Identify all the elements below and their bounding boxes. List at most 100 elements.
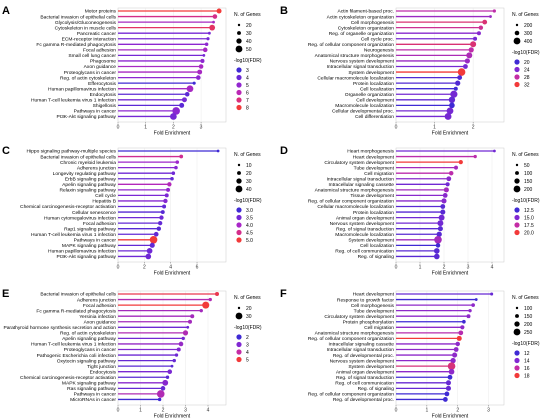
- lollipop-point: [179, 154, 184, 159]
- term-label: Apelin signaling pathway: [62, 336, 116, 342]
- lollipop-point: [182, 330, 189, 336]
- term-label: Adherens junction: [77, 297, 116, 303]
- term-label: Protein phosphorylation: [343, 319, 395, 325]
- lollipop-point: [440, 204, 446, 209]
- lollipop-point: [175, 160, 180, 164]
- lollipop-point: [212, 20, 215, 24]
- term-label: Actin cytoskeleton organization: [327, 14, 395, 20]
- lollipop-point: [445, 380, 451, 386]
- term-label: Reg. of signaling: [358, 386, 395, 392]
- term-label: Reg. of signal transduction: [336, 226, 394, 232]
- tick-label: 1: [144, 125, 147, 131]
- term-label: Protein localization: [353, 81, 394, 87]
- panel-letter: C: [2, 145, 10, 157]
- size-legend-title: N. of Genes: [234, 152, 261, 158]
- color-legend-title: -log10(FDR): [512, 198, 540, 204]
- color-legend-label: 20: [524, 60, 530, 66]
- tick-label: 3: [487, 408, 490, 414]
- size-legend-dot: [514, 321, 520, 327]
- lollipop-point: [199, 308, 203, 313]
- tick-label: 2: [472, 125, 475, 131]
- size-legend-label: 30: [246, 314, 252, 320]
- term-label: Cell migration: [364, 325, 394, 331]
- color-legend-dot: [236, 356, 242, 363]
- lollipop-point: [489, 15, 492, 18]
- lollipop-point: [181, 336, 185, 341]
- lollipop-point: [174, 165, 178, 170]
- x-axis-label: Fold Enrichment: [154, 414, 191, 419]
- color-legend-label: 7: [246, 98, 249, 104]
- lollipop-point: [441, 198, 447, 204]
- color-legend-label: 12.5: [524, 208, 534, 214]
- lollipop-point: [190, 314, 195, 319]
- lollipop-point: [436, 231, 442, 237]
- lollipop-point: [468, 47, 474, 53]
- lollipop-point: [146, 248, 153, 254]
- lollipop-point: [160, 210, 165, 215]
- term-label: Cell development: [356, 98, 394, 104]
- lollipop-point: [442, 397, 448, 402]
- lollipop-point: [448, 96, 456, 104]
- term-label: Reg. of actin cytoskeleton: [60, 331, 116, 337]
- lollipop-point: [453, 347, 459, 352]
- term-label: Tight junction: [87, 364, 116, 370]
- lollipop-point: [474, 298, 478, 301]
- term-label: Proteoglycans in cancer: [64, 70, 117, 76]
- lollipop-point: [460, 325, 465, 330]
- lollipop-point: [473, 36, 478, 41]
- color-legend-label: 5: [246, 357, 249, 363]
- color-legend-label: 5.0: [246, 238, 253, 244]
- lollipop-point: [186, 325, 190, 329]
- term-label: Bacterial invasion of epithelial cells: [40, 292, 116, 298]
- size-legend-label: 400: [524, 39, 533, 45]
- term-label: Focal adhesion: [83, 48, 116, 54]
- term-label: Glycolysis/Gluconeogenesis: [55, 20, 117, 26]
- term-label: Hepatitis B: [92, 199, 116, 205]
- lollipop-point: [170, 176, 174, 181]
- color-legend-label: 5: [246, 83, 249, 89]
- color-legend-dot: [514, 214, 520, 221]
- x-axis-label: Fold Enrichment: [154, 131, 191, 137]
- lollipop-point: [162, 204, 167, 209]
- term-label: System development: [348, 70, 394, 76]
- term-label: Actin filament-based proc.: [337, 9, 394, 15]
- term-label: Nervous system development: [330, 221, 395, 227]
- tick-label: 3: [200, 125, 203, 131]
- size-legend-dot: [515, 306, 519, 310]
- lollipop-point: [163, 198, 168, 204]
- tick-label: 0: [117, 408, 120, 414]
- tick-label: 4: [491, 265, 494, 271]
- lollipop-point: [171, 171, 176, 175]
- term-label: Anatomical structure morphogenesis: [315, 188, 395, 194]
- tick-label: 1: [139, 408, 142, 414]
- color-legend-label: 8: [246, 105, 249, 111]
- lollipop-point: [446, 176, 452, 182]
- term-label: Pathways in cancer: [74, 238, 117, 244]
- lollipop-point: [466, 52, 473, 59]
- color-legend-dot: [236, 341, 242, 348]
- tick-label: 3: [184, 408, 187, 414]
- color-legend-title: -log10(FDR): [512, 50, 540, 56]
- term-label: Shigellosis: [93, 103, 117, 109]
- term-label: Animal organ development: [336, 369, 395, 375]
- tick-label: 4: [169, 265, 172, 271]
- lollipop-point: [444, 391, 450, 397]
- size-legend-dot: [237, 23, 241, 27]
- term-label: Cell localization: [360, 86, 394, 92]
- color-legend-label: 12: [524, 351, 530, 357]
- term-label: Pathogenic Escherichia coli infection: [37, 353, 117, 359]
- term-label: ECM-receptor interaction: [62, 36, 117, 42]
- lollipop-point: [157, 220, 163, 226]
- x-axis-label: Fold Enrichment: [432, 414, 469, 419]
- size-legend-label: 50: [524, 163, 530, 169]
- lollipop-point: [448, 170, 454, 176]
- color-legend-dot: [236, 82, 242, 88]
- lollipop-point: [433, 248, 440, 254]
- lollipop-point: [457, 75, 463, 80]
- term-label: Reg. of cellular component organization: [308, 42, 394, 48]
- lollipop-point: [209, 24, 216, 31]
- tick-label: 1: [419, 265, 422, 271]
